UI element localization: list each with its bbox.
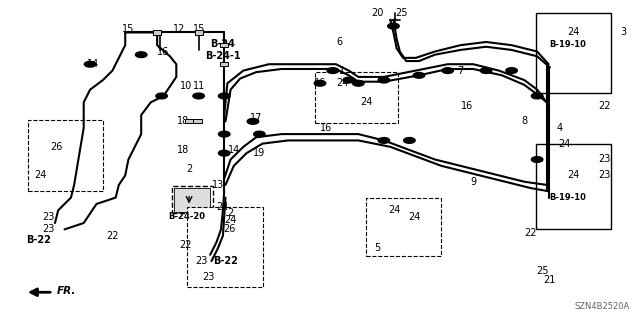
Text: 16: 16	[157, 47, 170, 56]
Text: 24: 24	[408, 212, 420, 222]
Bar	[220, 62, 228, 66]
Circle shape	[253, 131, 265, 137]
Circle shape	[388, 23, 399, 29]
Text: 10: 10	[180, 81, 192, 92]
Text: 9: 9	[470, 177, 476, 187]
Text: SZN4B2520A: SZN4B2520A	[575, 302, 630, 311]
Circle shape	[378, 137, 390, 143]
Text: 5: 5	[374, 243, 381, 253]
Text: 6: 6	[336, 37, 342, 47]
Text: 15: 15	[193, 24, 205, 34]
Text: 23: 23	[42, 212, 55, 222]
Circle shape	[193, 93, 204, 99]
Text: B-19-10: B-19-10	[549, 193, 586, 202]
Circle shape	[531, 93, 543, 99]
Text: 1: 1	[339, 66, 346, 76]
Text: 25: 25	[396, 8, 408, 19]
Text: 13: 13	[212, 180, 224, 190]
Bar	[28, 120, 103, 191]
Text: 24: 24	[567, 170, 580, 180]
Circle shape	[314, 80, 326, 86]
Text: 18: 18	[177, 116, 189, 126]
Bar	[195, 30, 203, 34]
Text: 8: 8	[522, 116, 527, 126]
Circle shape	[506, 68, 517, 73]
Text: 16: 16	[320, 123, 333, 133]
Text: 26: 26	[51, 142, 63, 152]
Text: 24: 24	[225, 215, 237, 225]
Circle shape	[84, 61, 96, 67]
Text: 24: 24	[567, 27, 580, 37]
Text: 24: 24	[388, 205, 401, 215]
Text: 25: 25	[536, 266, 548, 276]
Text: B-19-10: B-19-10	[549, 40, 586, 49]
Text: 11: 11	[193, 81, 205, 92]
Circle shape	[327, 68, 339, 73]
Text: 20: 20	[371, 8, 383, 19]
Circle shape	[156, 93, 168, 99]
Text: 23: 23	[598, 154, 611, 165]
Text: 24: 24	[336, 78, 349, 88]
Text: 26: 26	[223, 224, 236, 234]
Text: 22: 22	[180, 240, 192, 250]
Text: B-24-1: B-24-1	[205, 51, 241, 61]
Text: 23: 23	[196, 256, 208, 266]
Text: 14: 14	[87, 59, 99, 69]
Text: 15: 15	[122, 24, 134, 34]
Text: 4: 4	[556, 123, 563, 133]
Text: 14: 14	[228, 145, 240, 155]
Text: 19: 19	[253, 148, 266, 158]
Text: 17: 17	[250, 113, 262, 123]
Circle shape	[343, 77, 355, 83]
Text: 2: 2	[227, 209, 234, 219]
Text: 24: 24	[360, 97, 372, 107]
Circle shape	[378, 77, 390, 83]
Text: 23: 23	[598, 170, 611, 180]
Text: 24: 24	[558, 139, 570, 149]
Text: 18: 18	[177, 145, 189, 155]
Circle shape	[247, 119, 259, 124]
Text: B-22: B-22	[27, 235, 51, 246]
Text: 24: 24	[34, 170, 47, 180]
Text: 24: 24	[217, 202, 229, 212]
Circle shape	[404, 137, 415, 143]
Bar	[174, 188, 209, 212]
Circle shape	[136, 52, 147, 57]
Text: 16: 16	[314, 78, 326, 88]
Bar	[187, 207, 262, 286]
Circle shape	[442, 68, 454, 73]
Text: 12: 12	[173, 24, 186, 34]
Bar	[536, 13, 611, 93]
Text: FR.: FR.	[57, 286, 76, 296]
Circle shape	[218, 131, 230, 137]
Text: 22: 22	[106, 231, 118, 241]
Text: 21: 21	[544, 275, 556, 285]
Circle shape	[218, 150, 230, 156]
Text: 16: 16	[461, 100, 473, 110]
Circle shape	[353, 80, 364, 86]
Bar	[536, 144, 611, 229]
Bar	[366, 197, 442, 256]
Bar	[153, 30, 161, 34]
Circle shape	[413, 72, 425, 78]
Text: B-24: B-24	[211, 39, 236, 48]
Text: 22: 22	[598, 100, 611, 110]
Bar	[185, 119, 193, 123]
Circle shape	[531, 157, 543, 162]
Bar	[315, 72, 398, 123]
Bar	[172, 187, 213, 213]
Text: 2: 2	[186, 164, 192, 174]
Bar	[220, 43, 228, 47]
Circle shape	[218, 93, 230, 99]
Text: 23: 23	[202, 272, 214, 282]
Text: 22: 22	[525, 227, 537, 238]
Text: B-22: B-22	[213, 256, 238, 266]
Text: 7: 7	[458, 66, 463, 76]
Text: 23: 23	[42, 224, 55, 234]
Circle shape	[480, 68, 492, 73]
Text: 3: 3	[620, 27, 627, 37]
Bar	[193, 119, 202, 123]
Text: B-24-20: B-24-20	[169, 211, 205, 220]
